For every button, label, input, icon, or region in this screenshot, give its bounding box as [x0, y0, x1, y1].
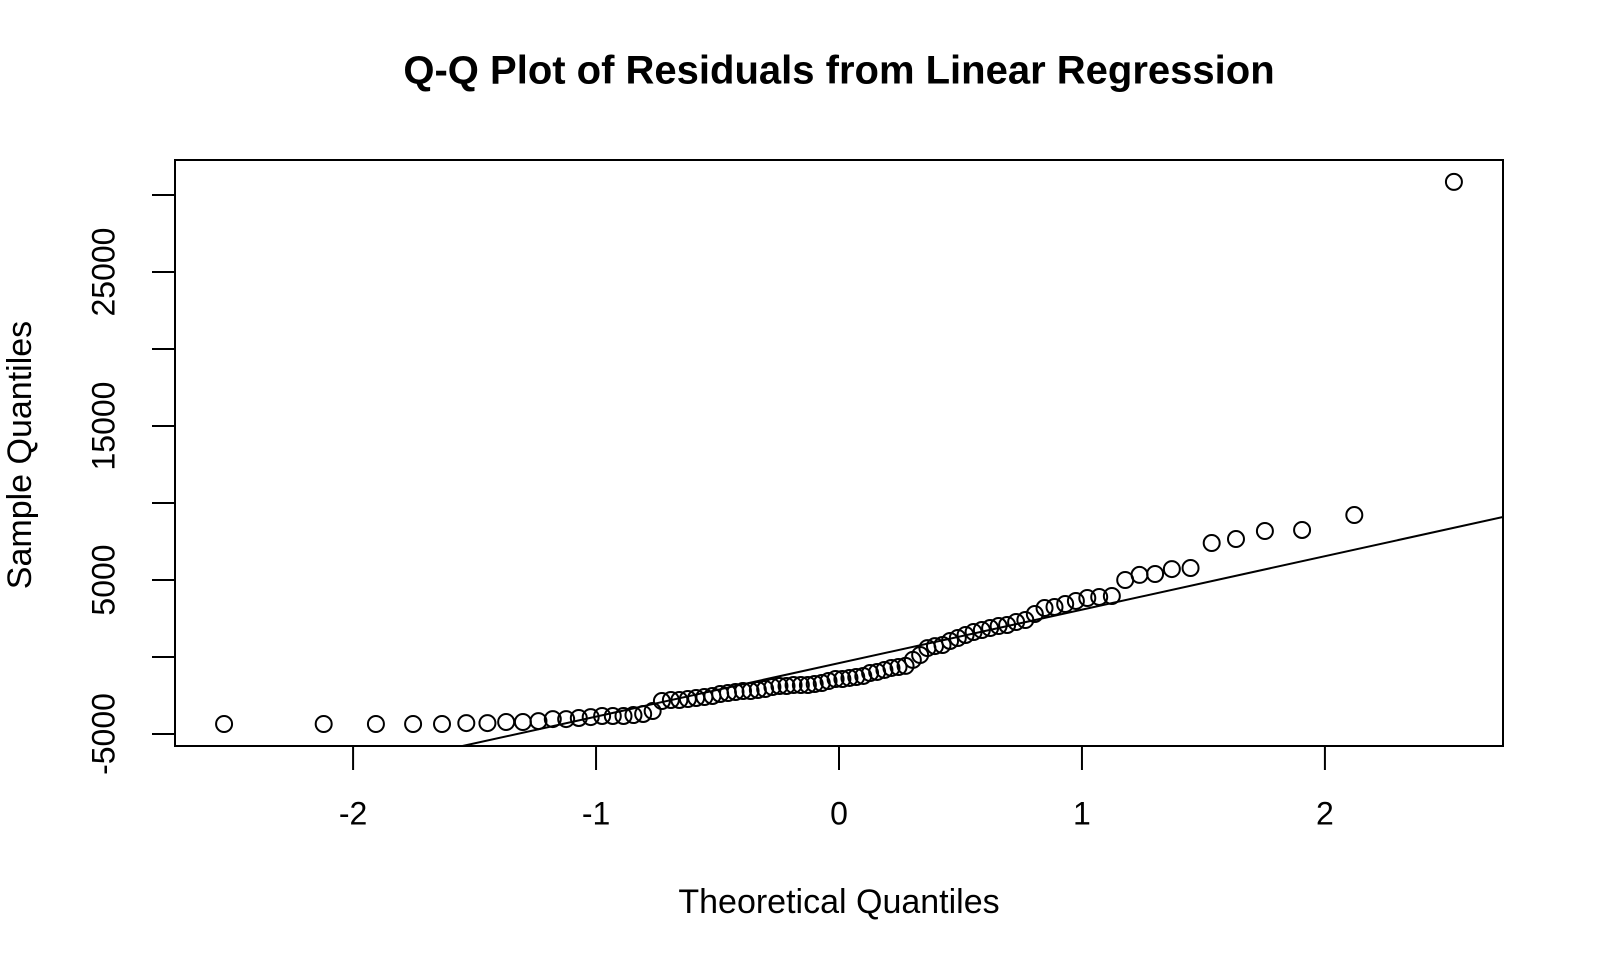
point — [1025, 605, 1044, 624]
point — [948, 629, 967, 648]
y-tick-label: 15000 — [85, 382, 121, 471]
point — [998, 615, 1017, 634]
point — [366, 714, 385, 733]
point — [882, 658, 901, 677]
point — [513, 712, 532, 731]
point — [875, 660, 894, 679]
point — [805, 674, 824, 693]
point — [833, 670, 852, 689]
reference-line — [457, 516, 1503, 746]
y-axis-label: Sample Quantiles — [1, 321, 39, 589]
point — [614, 706, 633, 725]
point — [478, 714, 497, 733]
x-axis-label: Theoretical Quantiles — [678, 883, 999, 921]
point — [784, 676, 803, 695]
point — [770, 676, 789, 695]
point — [826, 670, 845, 689]
point — [543, 710, 562, 729]
point — [1444, 172, 1463, 191]
y-tick-label: 5000 — [85, 544, 121, 615]
x-tick-label: 1 — [1073, 795, 1091, 831]
point — [791, 676, 810, 695]
chart-title: Q-Q Plot of Residuals from Linear Regres… — [403, 49, 1274, 93]
point — [529, 712, 548, 731]
point — [1255, 522, 1274, 541]
point — [652, 692, 671, 711]
point — [643, 702, 662, 721]
point — [634, 704, 653, 723]
point — [661, 690, 680, 709]
point — [1345, 506, 1364, 525]
x-tick-label: -2 — [339, 795, 367, 831]
point — [404, 714, 423, 733]
point — [1146, 564, 1165, 583]
x-tick-label: -1 — [582, 795, 610, 831]
point — [1090, 587, 1109, 606]
point — [624, 706, 643, 725]
point — [1202, 534, 1221, 553]
point — [798, 676, 817, 695]
point — [569, 708, 588, 727]
point — [989, 617, 1008, 636]
point — [215, 714, 234, 733]
point — [557, 710, 576, 729]
point — [981, 619, 1000, 638]
point — [734, 682, 753, 701]
plot-area — [215, 172, 1503, 746]
point — [819, 672, 838, 691]
point — [1226, 530, 1245, 549]
point — [763, 678, 782, 697]
point — [314, 714, 333, 733]
x-tick-label: 0 — [830, 795, 848, 831]
point — [1007, 613, 1026, 632]
point — [1035, 599, 1054, 618]
point — [603, 706, 622, 725]
point — [1162, 560, 1181, 579]
point — [956, 625, 975, 644]
point — [457, 714, 476, 733]
point — [581, 708, 600, 727]
point — [1066, 591, 1085, 610]
point — [1181, 558, 1200, 577]
x-tick-label: 2 — [1316, 795, 1334, 831]
point — [497, 712, 516, 731]
y-tick-label: 25000 — [85, 228, 121, 317]
point — [941, 631, 960, 650]
point — [741, 682, 760, 701]
point — [593, 706, 612, 725]
point — [433, 714, 452, 733]
plot-frame — [174, 159, 1504, 747]
point — [1056, 595, 1075, 614]
point — [777, 676, 796, 695]
point — [1045, 597, 1064, 616]
point — [972, 621, 991, 640]
point — [1293, 520, 1312, 539]
point — [964, 623, 983, 642]
point — [889, 658, 908, 677]
point — [1102, 587, 1121, 606]
point — [1016, 611, 1035, 630]
point — [1130, 565, 1149, 584]
point — [1078, 589, 1097, 608]
y-tick-label: -5000 — [85, 693, 121, 775]
point — [840, 668, 859, 687]
